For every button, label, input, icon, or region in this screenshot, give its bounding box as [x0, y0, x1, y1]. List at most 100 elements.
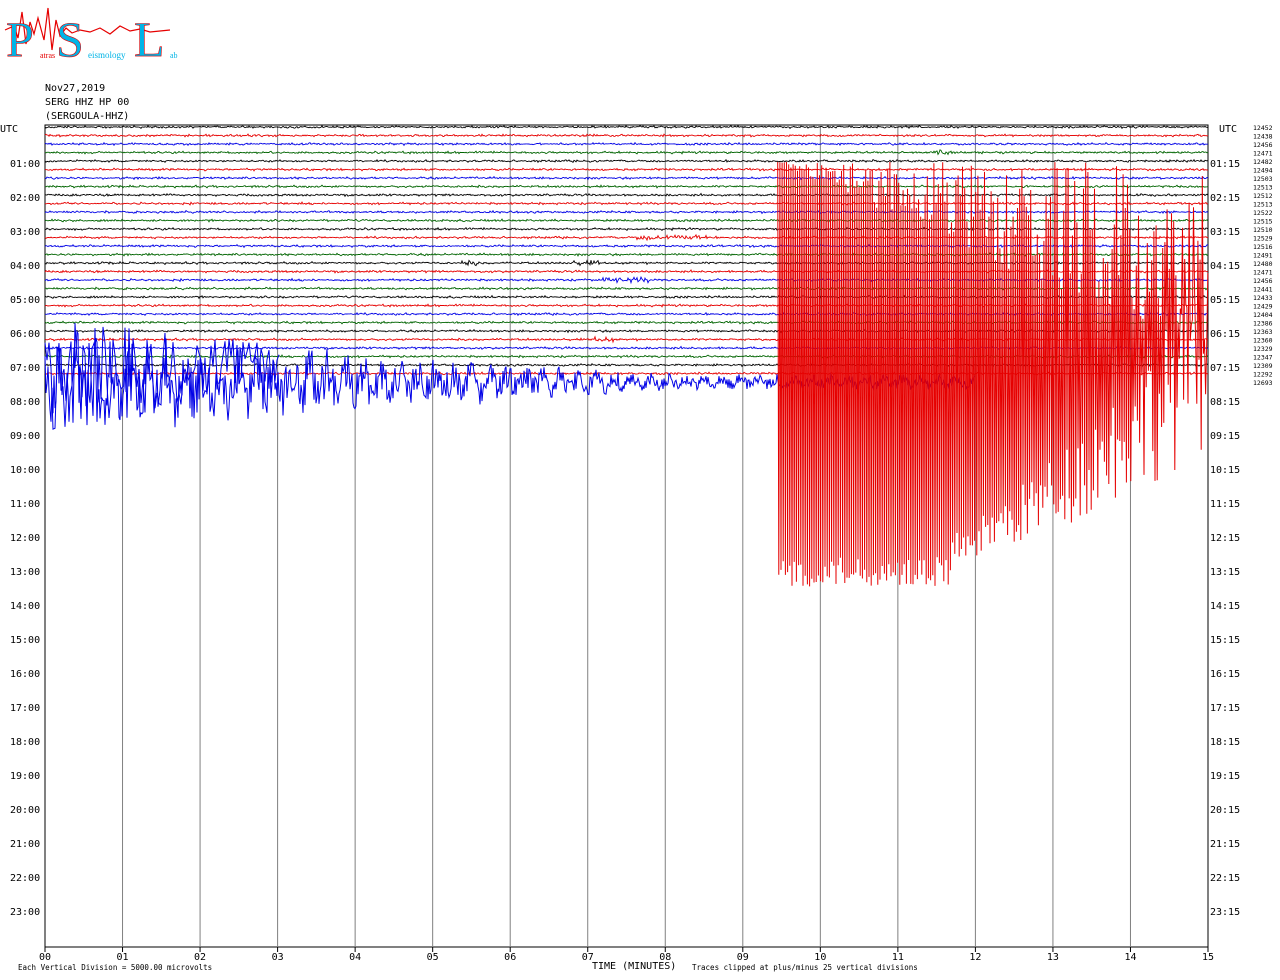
left-hour-label: 03:00	[10, 227, 40, 238]
left-hour-label: 06:00	[10, 329, 40, 340]
seismic-trace	[44, 124, 1209, 130]
right-hour-label: 22:15	[1210, 873, 1240, 884]
x-tick-label: 14	[1124, 952, 1136, 963]
trace-count-label: 12480	[1253, 260, 1273, 268]
early-burst-trace	[44, 322, 280, 430]
seismic-trace	[44, 294, 1209, 300]
trace-count-label: 12516	[1253, 243, 1273, 251]
footer-scale-note: Each Vertical Division = 5000.00 microvo…	[18, 963, 212, 972]
right-hour-label: 01:15	[1210, 159, 1240, 170]
trace-count-label: 12456	[1253, 141, 1273, 149]
trace-count-label: 12510	[1253, 226, 1273, 234]
logo-small-b: eismology	[88, 50, 126, 60]
right-hour-label: 06:15	[1210, 329, 1240, 340]
right-hour-label: 02:15	[1210, 193, 1240, 204]
x-tick-label: 12	[969, 952, 981, 963]
left-hour-label: 23:00	[10, 907, 40, 918]
right-hour-label: 08:15	[1210, 397, 1240, 408]
right-axis-label: UTC	[1219, 124, 1237, 135]
x-tick-label: 00	[39, 952, 51, 963]
logo-seismogram-line	[4, 7, 171, 51]
seismic-trace	[44, 328, 1209, 334]
header-station: (SERGOULA-HHZ)	[45, 111, 129, 122]
seismic-trace	[44, 286, 1209, 291]
left-hour-label: 09:00	[10, 431, 40, 442]
left-hour-label: 08:00	[10, 397, 40, 408]
trace-count-label: 12329	[1253, 345, 1273, 353]
seismic-trace	[44, 192, 1209, 198]
left-hour-label: 15:00	[10, 635, 40, 646]
right-hour-label: 15:15	[1210, 635, 1240, 646]
left-hour-label: 01:00	[10, 159, 40, 170]
trace-layer	[44, 124, 1209, 587]
right-hour-label: 21:15	[1210, 839, 1240, 850]
seismic-trace	[44, 149, 1209, 156]
seismic-trace	[44, 320, 1209, 325]
seismic-trace	[44, 218, 1209, 223]
left-hour-label: 21:00	[10, 839, 40, 850]
x-tick-label: 09	[737, 952, 749, 963]
trace-count-label: 12404	[1253, 311, 1273, 319]
plot-frame	[44, 124, 1209, 948]
seismic-trace	[44, 158, 1209, 164]
trace-count-label: 12309	[1253, 362, 1273, 370]
right-hour-label: 05:15	[1210, 295, 1240, 306]
right-hour-label: 03:15	[1210, 227, 1240, 238]
header-date: Nov27,2019	[45, 83, 105, 94]
label-layer: 00 01 02 03 04 05 06 07 08 09 10 11 12 13 14 15 01:00 02:…	[10, 124, 1273, 963]
left-hour-label: 22:00	[10, 873, 40, 884]
x-tick-label: 02	[194, 952, 206, 963]
seismic-trace	[44, 209, 1209, 215]
seismic-trace	[44, 252, 1209, 257]
seismic-trace	[44, 201, 1209, 206]
right-hour-label: 12:15	[1210, 533, 1240, 544]
left-hour-label: 14:00	[10, 601, 40, 612]
left-hour-label: 20:00	[10, 805, 40, 816]
trace-count-label: 12503	[1253, 175, 1273, 183]
x-tick-label: 07	[582, 952, 594, 963]
seismic-trace	[44, 345, 1209, 351]
left-hour-label: 12:00	[10, 533, 40, 544]
grid-layer	[44, 125, 1209, 952]
left-hour-label: 07:00	[10, 363, 40, 374]
seismic-trace	[44, 175, 1209, 181]
seismic-trace	[44, 243, 1209, 249]
x-tick-label: 05	[427, 952, 439, 963]
x-tick-label: 06	[504, 952, 516, 963]
logo-small-a: atras	[40, 51, 55, 60]
right-hour-label: 16:15	[1210, 669, 1240, 680]
right-hour-label: 17:15	[1210, 703, 1240, 714]
trace-count-label: 12693	[1253, 379, 1273, 387]
x-tick-label: 11	[892, 952, 904, 963]
left-axis-label: UTC	[0, 124, 18, 135]
trace-count-label: 12363	[1253, 328, 1273, 336]
trace-count-label: 12347	[1253, 354, 1273, 362]
trace-count-label: 12360	[1253, 337, 1273, 345]
right-hour-label: 07:15	[1210, 363, 1240, 374]
right-hour-label: 13:15	[1210, 567, 1240, 578]
seismic-trace	[44, 233, 1209, 242]
left-hour-label: 19:00	[10, 771, 40, 782]
x-tick-label: 10	[814, 952, 826, 963]
left-hour-label: 16:00	[10, 669, 40, 680]
logo-letter-l: L	[134, 11, 165, 67]
trace-count-label: 12471	[1253, 269, 1273, 277]
trace-count-label: 12515	[1253, 218, 1273, 226]
seismic-trace	[44, 226, 1209, 232]
trace-count-label: 12471	[1253, 150, 1273, 158]
x-tick-label: 03	[272, 952, 284, 963]
right-hour-label: 09:15	[1210, 431, 1240, 442]
logo-small-c: ab	[170, 51, 178, 60]
x-tick-label: 08	[659, 952, 671, 963]
seismic-trace	[44, 275, 1209, 285]
seismic-trace	[44, 133, 1209, 138]
logo-letter-s: S	[56, 11, 84, 67]
left-hour-label: 18:00	[10, 737, 40, 748]
x-axis-title: TIME (MINUTES)	[592, 961, 676, 972]
seismic-trace	[44, 311, 1209, 317]
trace-count-label: 12529	[1253, 235, 1273, 243]
trace-count-label: 12386	[1253, 320, 1273, 328]
left-hour-label: 11:00	[10, 499, 40, 510]
right-hour-label: 19:15	[1210, 771, 1240, 782]
